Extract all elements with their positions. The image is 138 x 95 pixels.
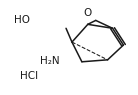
Text: H₂N: H₂N	[40, 56, 59, 66]
Text: HCl: HCl	[20, 71, 38, 81]
Text: O: O	[83, 8, 92, 18]
Text: HO: HO	[14, 15, 30, 25]
